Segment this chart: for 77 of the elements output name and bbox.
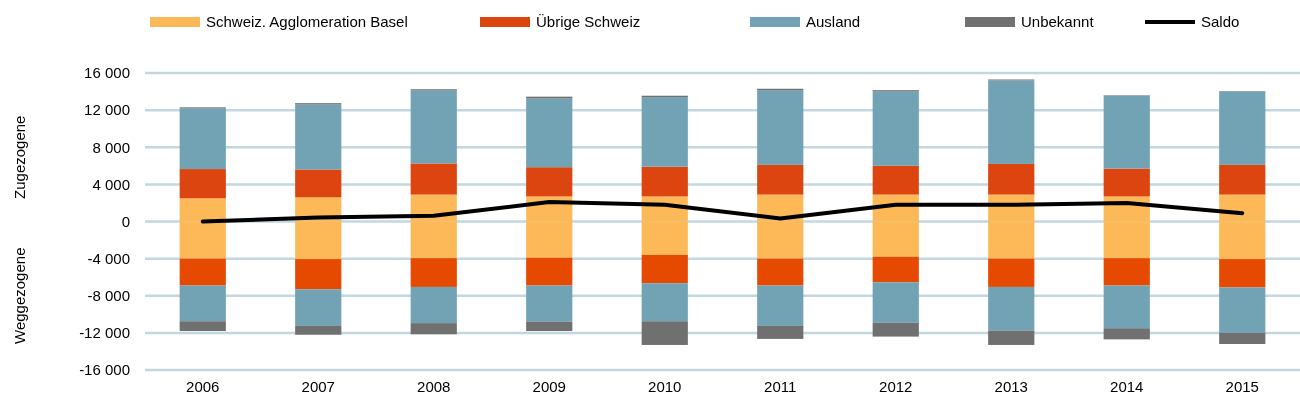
x-tick-label: 2011 [764, 378, 797, 395]
bar [295, 169, 342, 198]
bar [757, 258, 804, 286]
bar [988, 330, 1035, 345]
x-tick-label: 2007 [301, 378, 335, 395]
bar [988, 258, 1035, 287]
bar [1103, 285, 1150, 329]
bar [526, 98, 573, 168]
bar [410, 163, 457, 195]
bar [179, 169, 226, 199]
bar [757, 164, 804, 195]
bar [410, 258, 457, 287]
bar [295, 325, 342, 335]
bar [1219, 164, 1266, 195]
legend-label: Saldo [1201, 13, 1240, 31]
bar [757, 285, 804, 326]
bar [872, 91, 919, 166]
y-tick-label: 16 000 [84, 64, 130, 82]
bar [757, 90, 804, 165]
bar [988, 286, 1035, 331]
bar [410, 90, 457, 164]
x-tick-label: 2015 [1225, 378, 1259, 395]
bar [1219, 91, 1266, 165]
bar [641, 254, 688, 284]
bar [1103, 328, 1150, 340]
bar [1219, 259, 1266, 288]
bar [988, 80, 1035, 164]
bar [872, 282, 919, 323]
bar [526, 257, 573, 286]
x-tick-label: 2008 [417, 378, 451, 395]
y-tick-label: 12 000 [84, 101, 130, 119]
x-tick-label: 2013 [994, 378, 1028, 395]
bar [872, 165, 919, 195]
bar [641, 283, 688, 322]
x-tick-label: 2009 [532, 378, 566, 395]
bar [757, 325, 804, 339]
x-tick-label: 2012 [879, 378, 913, 395]
legend-label: Schweiz. Agglomeration Basel [206, 13, 408, 31]
y-tick-label: -12 000 [79, 324, 130, 342]
bar [295, 289, 342, 326]
bar [641, 166, 688, 197]
bar [872, 322, 919, 337]
bar [988, 163, 1035, 195]
bar [1103, 168, 1150, 197]
bar [295, 104, 342, 170]
y-tick-label: 4 000 [92, 175, 130, 193]
y-tick-label: 8 000 [92, 138, 130, 156]
bar [179, 108, 226, 170]
bar [179, 258, 226, 286]
x-tick-label: 2010 [648, 378, 682, 395]
bar [526, 167, 573, 197]
legend-label: Übrige Schweiz [536, 13, 641, 31]
y-tick-label: -4 000 [87, 249, 130, 267]
legend-label: Ausland [806, 13, 861, 31]
bar [526, 285, 573, 322]
bar [295, 259, 342, 290]
bar [410, 286, 457, 324]
y-axis-title: Zugezogene [11, 115, 28, 199]
bar [1219, 332, 1266, 345]
bar [872, 256, 919, 283]
text: Weggezogene [11, 247, 28, 344]
bar [410, 323, 457, 335]
bar [641, 97, 688, 167]
y-tick-label: 0 [121, 212, 130, 230]
x-tick-label: 2006 [186, 378, 220, 395]
bar [1103, 95, 1150, 169]
bar [526, 321, 573, 332]
y-tick-label: -16 000 [79, 361, 130, 379]
bar [641, 321, 688, 345]
bar [179, 321, 226, 332]
x-tick-label: 2014 [1110, 378, 1144, 395]
y-tick-label: -8 000 [87, 287, 130, 304]
bar [1103, 258, 1150, 286]
bar [179, 285, 226, 322]
legend-label: Unbekannt [1021, 13, 1095, 31]
line-series [200, 200, 1245, 224]
bar [1219, 287, 1266, 333]
